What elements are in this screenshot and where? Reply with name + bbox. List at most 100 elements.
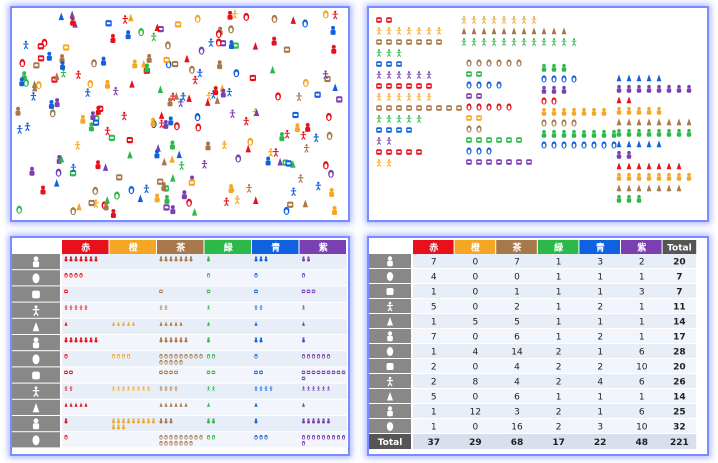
- matrix-mark: [84, 256, 88, 262]
- grouped-icon: [591, 129, 597, 138]
- matrix-mark: [207, 256, 210, 262]
- table-footer-label-text: Total: [378, 438, 403, 448]
- scatter-icon: [253, 196, 259, 204]
- table-header-cell: [537, 240, 579, 254]
- table-cell: 1: [556, 288, 562, 298]
- matrix-mark: [301, 434, 306, 440]
- grouped-icon: [581, 129, 587, 138]
- matrix-row: [62, 286, 347, 302]
- robot-icon: [386, 272, 394, 281]
- scatter-icon: [23, 78, 29, 87]
- table-cell: 1: [639, 303, 645, 313]
- table-cell: 5: [431, 393, 437, 403]
- scatter-icon: [23, 40, 29, 50]
- scatter-icon: [208, 38, 214, 48]
- scatter-icon: [228, 40, 234, 50]
- scatter-icon: [247, 137, 254, 146]
- table-header-total-label: Total: [667, 244, 692, 254]
- table-row-total: 20: [673, 363, 686, 373]
- grouped-icon: [376, 159, 382, 167]
- grouped-icon: [561, 129, 567, 138]
- grouped-icon: [481, 16, 487, 24]
- scatter-icon: [92, 119, 100, 126]
- grouped-icon: [376, 127, 382, 133]
- grouped-icon: [626, 150, 632, 159]
- matrix-mark: [259, 337, 263, 343]
- grouped-icon: [646, 84, 652, 93]
- grouped-icon: [636, 140, 642, 148]
- scatter-icon: [88, 199, 95, 207]
- scatter-icon: [33, 62, 40, 69]
- grouped-icon: [676, 128, 682, 137]
- reddit-alien-icon: [387, 392, 393, 401]
- matrix-mark: [206, 272, 211, 278]
- table-cell: 1: [597, 408, 603, 418]
- grouped-icon: [571, 38, 577, 46]
- grouped-icon: [386, 27, 392, 35]
- table-cell: 1: [597, 288, 603, 298]
- table-cell: 3: [597, 423, 603, 433]
- matrix-mark: [301, 376, 306, 381]
- table-header-label: 橙: [471, 242, 481, 254]
- table-row-total: 17: [673, 333, 686, 343]
- pig-icon: [32, 418, 40, 430]
- table-cell: 3: [639, 288, 645, 298]
- matrix-mark: [159, 386, 163, 392]
- table-row-total: 7: [676, 288, 682, 298]
- table-cell: 1: [556, 303, 562, 313]
- table-cell: 5: [431, 303, 437, 313]
- scatter-icon: [40, 185, 46, 195]
- grouped-icon: [626, 128, 632, 137]
- matrix-mark: [199, 353, 203, 359]
- matrix-mark: [169, 440, 173, 446]
- grouped-icon: [436, 39, 442, 45]
- matrix-mark: [159, 370, 163, 375]
- table-cell: 2: [597, 363, 603, 373]
- matrix-mark: [199, 434, 203, 440]
- matrix-mark: [311, 370, 316, 375]
- grouped-icon: [626, 162, 632, 170]
- matrix-mark: [254, 289, 258, 294]
- reddit-alien-icon: [32, 402, 40, 413]
- scatter-icon: [128, 13, 134, 22]
- scatter-icon: [69, 10, 75, 19]
- table-cell: 1: [431, 288, 437, 298]
- matrix-mark: [254, 418, 258, 424]
- table-cell: 0: [473, 303, 479, 313]
- matrix-mark: [207, 402, 210, 407]
- matrix-mark: [79, 402, 83, 407]
- table-grand-total: 221: [670, 438, 689, 448]
- matrix-mark: [169, 434, 173, 440]
- grouped-icon: [466, 115, 472, 121]
- scatter-icon: [178, 161, 185, 171]
- scatter-icon: [168, 116, 174, 126]
- matrix-mark: [74, 256, 78, 262]
- matrix-mark: [94, 337, 98, 343]
- grouped-icon: [656, 128, 662, 137]
- matrix-mark: [336, 434, 341, 440]
- table-column-total: 29: [469, 438, 482, 448]
- grouped-icon: [676, 118, 682, 126]
- matrix-mark: [74, 337, 78, 343]
- scatter-icon: [271, 14, 278, 23]
- scatter-icon: [146, 53, 152, 63]
- grouped-icon: [396, 93, 402, 101]
- matrix-mark: [264, 386, 268, 392]
- matrix-mark: [74, 402, 78, 407]
- grouped-icon: [541, 97, 547, 105]
- matrix-mark: [164, 359, 168, 365]
- grouped-icon: [426, 71, 432, 79]
- scatter-icon: [92, 186, 99, 195]
- scatter-canvas: [15, 10, 343, 218]
- grouped-icon: [616, 172, 622, 181]
- grouped-icon: [506, 59, 512, 67]
- scatter-icon: [110, 34, 116, 43]
- android-icon: [386, 288, 394, 295]
- grouped-icon: [416, 149, 422, 155]
- scatter-icon: [205, 98, 211, 106]
- table-cell: 5: [473, 318, 479, 328]
- grouped-icon: [551, 141, 557, 149]
- matrix-mark: [336, 370, 341, 375]
- grouped-icon: [396, 49, 402, 57]
- grouped-icon: [656, 162, 662, 170]
